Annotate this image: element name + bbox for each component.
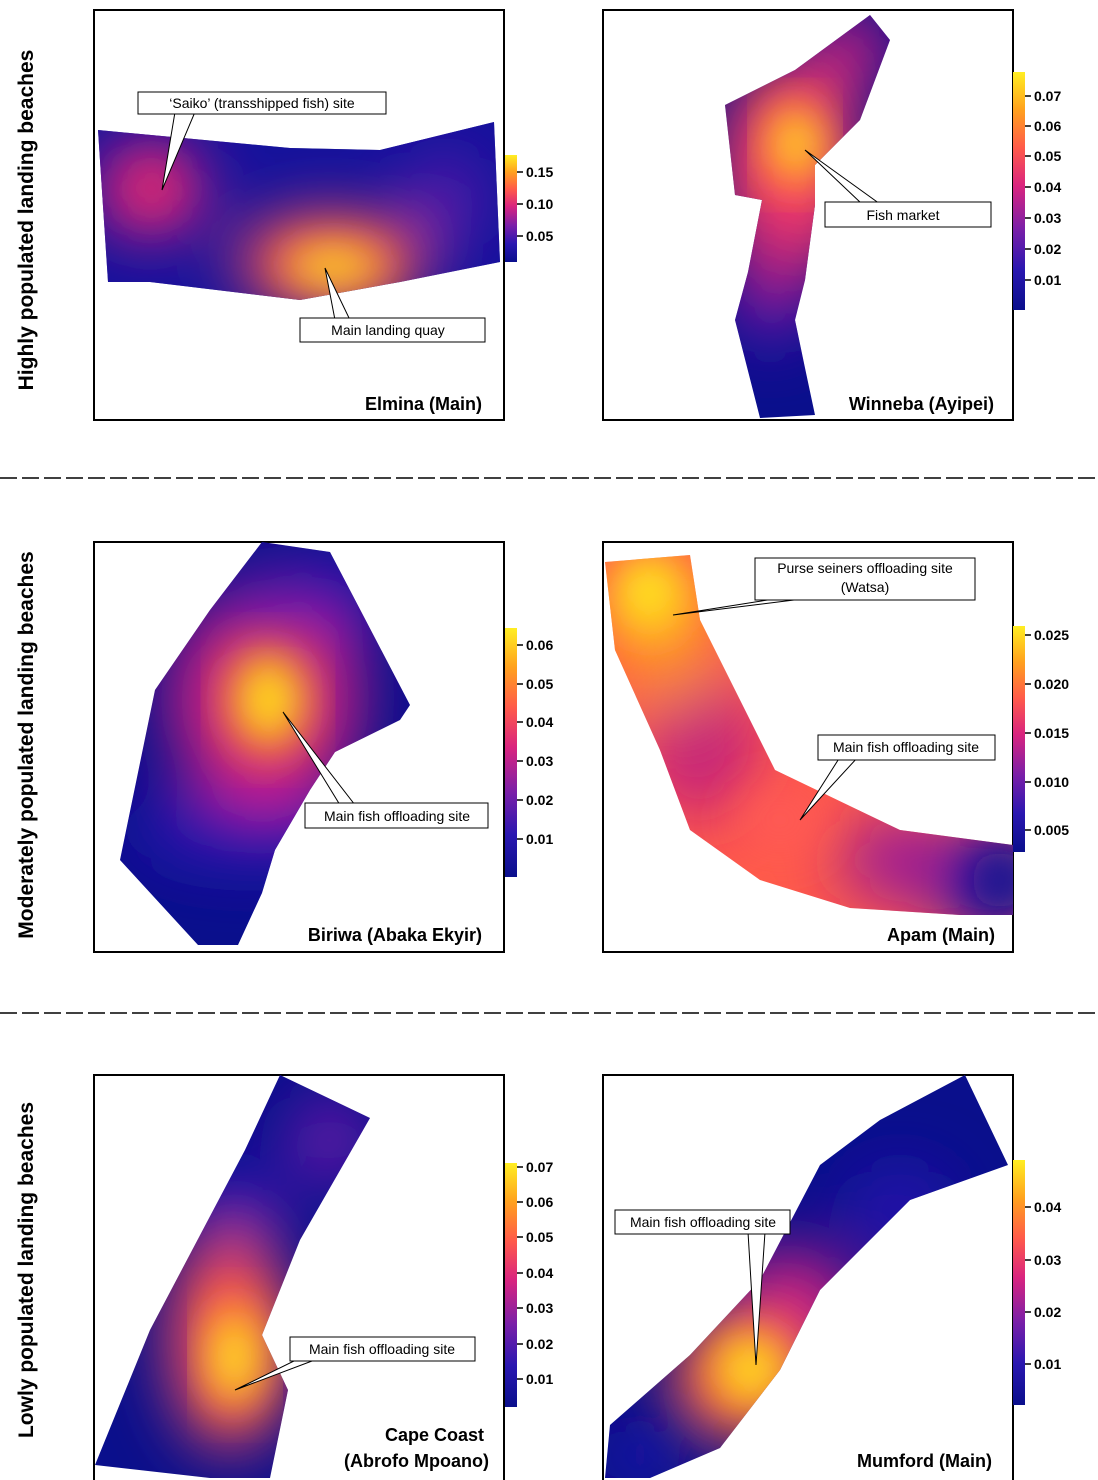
tick-label: 0.07: [526, 1159, 553, 1175]
tick-label: 0.07: [1034, 88, 1061, 104]
tick-label: 0.02: [1034, 1304, 1061, 1320]
panel-title: Apam (Main): [887, 925, 995, 945]
annotation-label: Purse seiners offloading site: [777, 560, 953, 576]
panel-title: Elmina (Main): [365, 394, 482, 414]
callout-mumford-site: Main fish offloading site: [614, 1209, 791, 1366]
tick-label: 0.02: [526, 1336, 553, 1352]
annotation-label: Main fish offloading site: [309, 1341, 455, 1357]
colorbar: [1013, 626, 1025, 852]
tick-label: 0.005: [1034, 822, 1069, 838]
colorbar: [1013, 1160, 1025, 1405]
row-label-low: Lowly populated landing beaches: [15, 1102, 38, 1438]
tick-label: 0.015: [1034, 725, 1069, 741]
panel-title: Mumford (Main): [857, 1451, 992, 1471]
callout-quay: Main landing quay: [299, 267, 486, 343]
panel-mumford: 0.04 0.03 0.02 0.01 Main fish offloading…: [602, 1074, 1061, 1480]
density-map: [98, 122, 500, 300]
tick-label: 0.05: [526, 228, 553, 244]
tick-label: 0.04: [1034, 179, 1061, 195]
callout-cape-coast-site: Main fish offloading site: [234, 1336, 476, 1391]
tick-label: 0.03: [526, 1300, 553, 1316]
tick-label: 0.10: [526, 196, 553, 212]
annotation-label: (Watsa): [841, 579, 889, 595]
tick-label: 0.05: [526, 1229, 553, 1245]
panel-cape-coast: 0.07 0.06 0.05 0.04 0.03 0.02 0.01 Main …: [93, 1074, 553, 1480]
tick-label: 0.010: [1034, 774, 1069, 790]
panel-title: Cape Coast: [385, 1425, 484, 1445]
row-label-high: Highly populated landing beaches: [15, 50, 38, 391]
colorbar-ticks: 0.07 0.06 0.05 0.04 0.03 0.02 0.01: [1025, 88, 1061, 288]
colorbar-ticks: 0.06 0.05 0.04 0.03 0.02 0.01: [517, 637, 553, 847]
tick-label: 0.03: [1034, 1252, 1061, 1268]
callout-fish-market: Fish market: [804, 149, 992, 228]
tick-label: 0.04: [526, 714, 553, 730]
panel-winneba: 0.07 0.06 0.05 0.04 0.03 0.02 0.01 Fish …: [602, 9, 1061, 421]
colorbar: [505, 628, 517, 877]
tick-label: 0.03: [1034, 210, 1061, 226]
tick-label: 0.02: [526, 792, 553, 808]
annotation-label: Main fish offloading site: [833, 739, 979, 755]
annotation-label: Fish market: [866, 207, 939, 223]
tick-label: 0.025: [1034, 627, 1069, 643]
tick-label: 0.15: [526, 164, 553, 180]
colorbar: [505, 1163, 517, 1407]
panel-biriwa: 0.06 0.05 0.04 0.03 0.02 0.01 Main fish …: [93, 541, 553, 953]
callout-biriwa-site: Main fish offloading site: [282, 711, 489, 829]
annotation-label: Main fish offloading site: [324, 808, 470, 824]
callout-purse-seiners: Purse seiners offloading site (Watsa): [672, 557, 976, 616]
colorbar-ticks: 0.025 0.020 0.015 0.010 0.005: [1025, 627, 1069, 838]
panel-apam: 0.025 0.020 0.015 0.010 0.005 Purse sein…: [602, 541, 1069, 953]
row-label-moderate: Moderately populated landing beaches: [15, 551, 38, 938]
tick-label: 0.05: [526, 676, 553, 692]
callout-saiko: ‘Saiko’ (transshipped fish) site: [137, 91, 387, 191]
panel-title: Winneba (Ayipei): [849, 394, 994, 414]
colorbar-ticks: 0.15 0.10 0.05: [517, 164, 553, 244]
tick-label: 0.04: [1034, 1199, 1061, 1215]
callout-apam-main: Main fish offloading site: [799, 734, 996, 821]
tick-label: 0.020: [1034, 676, 1069, 692]
colorbar: [505, 155, 517, 262]
tick-label: 0.01: [526, 831, 553, 847]
tick-label: 0.06: [526, 1194, 553, 1210]
tick-label: 0.02: [1034, 241, 1061, 257]
annotation-label: Main fish offloading site: [630, 1214, 776, 1230]
tick-label: 0.01: [526, 1371, 553, 1387]
tick-label: 0.01: [1034, 1356, 1061, 1372]
tick-label: 0.06: [526, 637, 553, 653]
colorbar-ticks: 0.04 0.03 0.02 0.01: [1025, 1199, 1061, 1372]
annotation-label: ‘Saiko’ (transshipped fish) site: [169, 95, 355, 111]
tick-label: 0.06: [1034, 118, 1061, 134]
panel-title-line-2: (Abrofo Mpoano): [344, 1451, 489, 1471]
annotation-label: Main landing quay: [331, 322, 445, 338]
tick-label: 0.05: [1034, 148, 1061, 164]
tick-label: 0.04: [526, 1265, 553, 1281]
tick-label: 0.03: [526, 753, 553, 769]
colorbar: [1013, 72, 1025, 310]
panel-title: Biriwa (Abaka Ekyir): [308, 925, 482, 945]
panel-elmina: 0.15 0.10 0.05 ‘Saiko’ (transshipped fis…: [93, 9, 553, 421]
colorbar-ticks: 0.07 0.06 0.05 0.04 0.03 0.02 0.01: [517, 1159, 553, 1387]
tick-label: 0.01: [1034, 272, 1061, 288]
